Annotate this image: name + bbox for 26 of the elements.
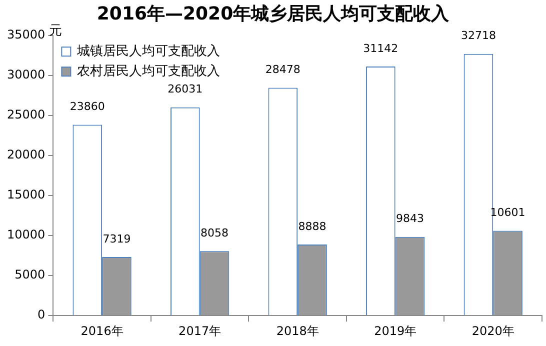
y-axis-title: 元 bbox=[49, 23, 62, 38]
x-tick-label: 2017年 bbox=[178, 324, 222, 338]
data-label: 28478 bbox=[265, 63, 300, 76]
y-tick-label: 10000 bbox=[6, 228, 46, 242]
y-tick-label: 25000 bbox=[6, 108, 46, 122]
data-label: 7319 bbox=[102, 232, 131, 246]
x-tick-label: 2016年 bbox=[80, 324, 124, 338]
legend-label: 城镇居民人均可支配收入 bbox=[76, 44, 220, 59]
y-tick-label: 0 bbox=[38, 308, 46, 322]
data-label: 32718 bbox=[460, 29, 496, 42]
y-tick-label: 20000 bbox=[6, 148, 46, 162]
y-tick-label: 30000 bbox=[6, 68, 46, 82]
x-tick-label: 2020年 bbox=[472, 324, 514, 338]
data-label: 9843 bbox=[396, 212, 424, 226]
data-label: 8058 bbox=[200, 226, 228, 240]
data-label: 26031 bbox=[168, 82, 203, 96]
x-tick-label: 2018年 bbox=[276, 324, 319, 338]
y-tick-label: 15000 bbox=[6, 188, 46, 202]
data-label: 23860 bbox=[70, 100, 105, 114]
chart-title: 2016年—2020年城乡居民人均可支配收入 bbox=[96, 3, 450, 24]
y-tick-label: 5000 bbox=[14, 268, 46, 282]
data-label: 31142 bbox=[363, 42, 398, 55]
legend-label: 农村居民人均可支配收入 bbox=[77, 64, 220, 79]
x-tick-label: 2019年 bbox=[374, 324, 417, 338]
y-tick-label: 35000 bbox=[6, 28, 46, 42]
data-label: 8888 bbox=[298, 220, 326, 233]
